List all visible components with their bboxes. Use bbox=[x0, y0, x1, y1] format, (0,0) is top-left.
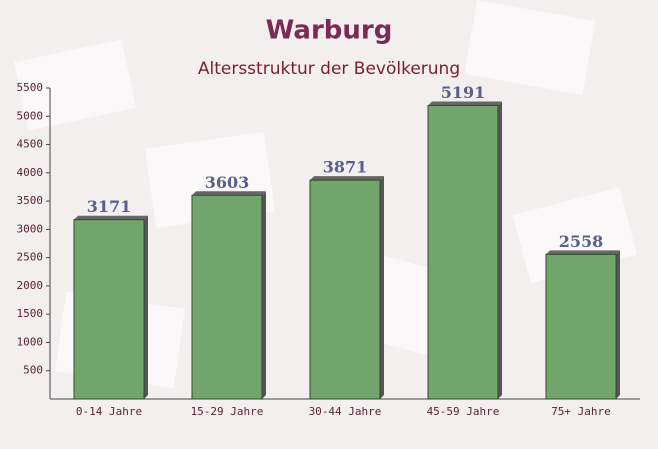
y-tick-label: 2000 bbox=[17, 279, 44, 292]
bar-shadow-top bbox=[546, 250, 620, 255]
y-tick-label: 5000 bbox=[17, 109, 44, 122]
chart-title: Warburg bbox=[266, 16, 393, 46]
y-tick-label: 500 bbox=[23, 364, 43, 377]
y-tick-label: 5500 bbox=[17, 81, 44, 94]
bar bbox=[191, 194, 263, 400]
y-tick-label: 1500 bbox=[17, 307, 44, 320]
x-tick-label: 0-14 Jahre bbox=[76, 405, 142, 418]
bar-shadow bbox=[498, 101, 502, 400]
y-tick-label: 2500 bbox=[17, 251, 44, 264]
bar-shadow-top bbox=[428, 101, 502, 106]
value-label: 3603 bbox=[205, 173, 250, 192]
value-label: 3871 bbox=[323, 158, 368, 177]
chart-subtitle: Altersstruktur der Bevölkerung bbox=[198, 59, 460, 79]
y-tick-label: 3000 bbox=[17, 222, 44, 235]
bar bbox=[427, 104, 499, 400]
x-tick-label: 30-44 Jahre bbox=[309, 405, 382, 418]
bar-shadow bbox=[262, 191, 266, 399]
bar-shadow-top bbox=[74, 215, 148, 220]
x-tick-label: 15-29 Jahre bbox=[191, 405, 264, 418]
bar-shadow bbox=[616, 250, 620, 399]
bar bbox=[309, 179, 381, 400]
value-label: 3171 bbox=[87, 197, 132, 216]
y-tick-label: 4000 bbox=[17, 166, 44, 179]
y-tick-label: 1000 bbox=[17, 335, 44, 348]
value-label: 2558 bbox=[559, 232, 604, 251]
bar bbox=[545, 253, 617, 400]
bar-shadow bbox=[144, 215, 148, 399]
y-tick-label: 4500 bbox=[17, 138, 44, 151]
bar bbox=[73, 219, 145, 400]
bar-shadow bbox=[380, 176, 384, 399]
x-tick-label: 45-59 Jahre bbox=[427, 405, 500, 418]
bar-shadow-top bbox=[192, 191, 266, 196]
y-tick-label: 3500 bbox=[17, 194, 44, 207]
x-tick-label: 75+ Jahre bbox=[551, 405, 611, 418]
value-label: 5191 bbox=[441, 83, 486, 102]
bar-shadow-top bbox=[310, 176, 384, 181]
